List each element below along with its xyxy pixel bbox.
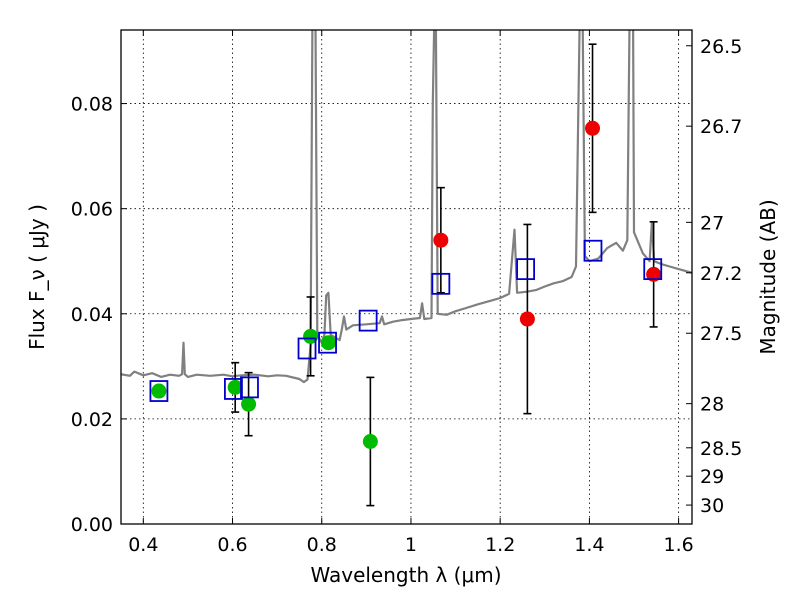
y-tick-label: 0.00	[71, 514, 113, 536]
model-spectrum-line	[121, 30, 692, 384]
plot-area	[121, 30, 692, 507]
model-photometry-marker	[431, 272, 451, 295]
x-tick-label: 1	[405, 534, 417, 556]
model-photometry-marker	[297, 337, 317, 360]
y2-tick-label: 28.5	[700, 438, 742, 460]
y-tick-label: 0.04	[71, 304, 113, 326]
y2-tick-label: 26.7	[700, 116, 742, 138]
x-tick-label: 1.2	[485, 534, 515, 556]
x-tick-label: 0.4	[128, 534, 158, 556]
y-axis-left: 0.00 0.02 0.04 0.06 0.08	[71, 94, 127, 536]
y2-tick-label: 26.5	[700, 36, 742, 58]
observed-point	[433, 232, 449, 248]
y-axis-right: 26.5 26.7 27 27.2 27.5 28 28.5 29 30	[686, 36, 742, 517]
observed-point	[519, 311, 535, 327]
y2-tick-label: 27	[700, 212, 724, 234]
y2-axis-label: Magnitude (AB)	[756, 199, 780, 354]
model-photometry-marker	[224, 378, 243, 400]
observed-point	[646, 266, 662, 282]
y2-tick-label: 30	[700, 495, 724, 517]
grid-lines	[121, 30, 692, 524]
x-axis-label: Wavelength λ (μm)	[310, 563, 501, 587]
y-axis-label: Flux F_ν ( μJy )	[25, 204, 49, 350]
x-tick-label: 1.4	[574, 534, 604, 556]
model-photometry-marker	[583, 239, 603, 262]
model-photometry-marker	[643, 258, 663, 281]
model-photometry-marker	[240, 376, 259, 399]
y-tick-label: 0.06	[71, 199, 113, 221]
y-tick-label: 0.08	[71, 94, 113, 116]
y2-tick-label: 27.5	[700, 323, 742, 345]
observed-point	[151, 383, 167, 399]
observed-point	[241, 396, 257, 412]
observed-point	[585, 120, 601, 136]
y2-tick-label: 27.2	[700, 263, 742, 285]
model-photometry-marker	[318, 331, 337, 354]
y2-tick-label: 29	[700, 466, 724, 488]
model-photometry-marker	[516, 258, 536, 281]
observed-point	[227, 379, 243, 395]
observed-point	[362, 433, 378, 449]
x-tick-label: 1.6	[664, 534, 694, 556]
x-tick-label: 0.8	[307, 534, 337, 556]
x-axis: 0.4 0.6 0.8 1 1.2 1.4 1.6	[128, 30, 694, 556]
observed-point	[320, 335, 336, 351]
plot-frame	[120, 29, 693, 525]
model-photometry-marker	[149, 380, 169, 402]
y-tick-label: 0.02	[71, 409, 113, 431]
model-photometry-marker	[358, 309, 378, 332]
x-tick-label: 0.6	[217, 534, 247, 556]
y2-tick-label: 28	[700, 394, 724, 416]
observed-point	[303, 328, 319, 344]
